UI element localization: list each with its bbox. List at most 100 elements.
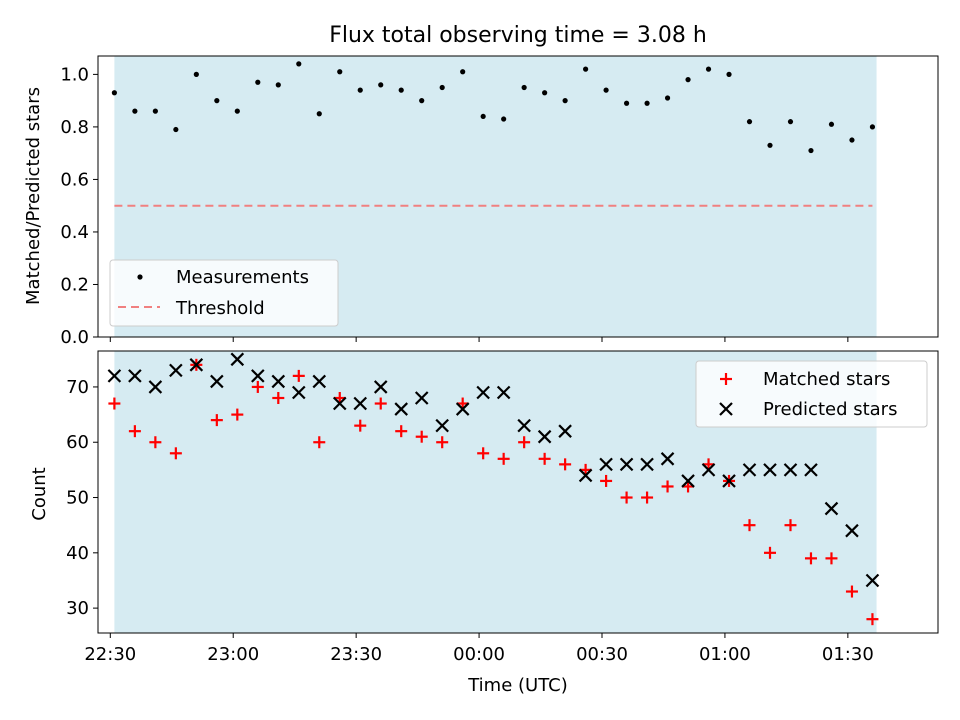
top-y-tick-label: 0.6	[60, 169, 89, 190]
legend-threshold-label: Threshold	[175, 298, 265, 319]
predicted-star-point	[312, 374, 327, 389]
predicted-star-point	[189, 358, 204, 372]
matched-star-point	[764, 546, 776, 559]
legend-matched-marker	[720, 373, 732, 385]
predicted-star-point	[537, 429, 552, 444]
predicted-star-point	[865, 573, 880, 588]
measurement-point	[480, 113, 486, 120]
measurement-point	[255, 79, 261, 85]
matched-star-point	[825, 552, 838, 565]
matched-star-point	[538, 452, 551, 465]
predicted-star-point	[824, 501, 839, 516]
predicted-star-point	[763, 463, 777, 477]
matched-star-point	[804, 552, 817, 565]
matched-star-point	[395, 425, 408, 438]
top-axes-frame	[97, 55, 939, 338]
matched-star-point	[641, 491, 654, 504]
measurement-point	[378, 82, 384, 88]
predicted-star-point	[107, 369, 122, 383]
measurement-point	[214, 98, 220, 104]
matched-star-point	[169, 447, 182, 460]
measurement-point	[316, 111, 322, 117]
x-tick-label: 01:30	[822, 644, 874, 665]
predicted-star-point	[251, 369, 265, 383]
measurement-point	[664, 95, 671, 101]
predicted-star-point	[332, 396, 347, 411]
x-tick-label: 00:30	[576, 644, 628, 665]
predicted-star-point	[455, 402, 470, 416]
top-y-tick-label: 0.4	[60, 222, 89, 243]
measurement-point	[357, 87, 363, 93]
measurement-point	[705, 66, 712, 72]
bottom-y-axis-label: Count	[29, 467, 50, 520]
predicted-star-point	[353, 396, 368, 411]
predicted-star-point	[783, 463, 798, 477]
legend-measurements-label: Measurements	[176, 267, 309, 288]
matched-star-point	[128, 425, 141, 438]
predicted-star-point	[271, 374, 286, 389]
matched-star-point	[436, 436, 449, 449]
predicted-star-point	[496, 385, 511, 400]
predicted-star-point	[640, 457, 654, 472]
x-tick-label: 00:00	[453, 644, 505, 665]
predicted-star-point	[599, 457, 613, 472]
top-panel: 0.0 0.2 0.4 0.6 0.8 1.0 Flux total observing …	[23, 23, 939, 348]
matched-star-point	[559, 458, 572, 471]
measurement-point	[828, 121, 835, 127]
measurement-point	[869, 124, 876, 130]
measurement-point	[787, 119, 794, 125]
measurement-point	[296, 61, 302, 67]
x-tick-label: 23:30	[330, 644, 382, 665]
predicted-star-point	[578, 468, 593, 483]
predicted-star-point	[169, 363, 183, 378]
matched-star-point	[313, 436, 326, 449]
legend-predicted-label: Predicted stars	[763, 399, 897, 420]
top-x-axis-ticks	[109, 337, 849, 342]
measurement-point	[111, 90, 117, 96]
chart-title: Flux total observing time = 3.08 h	[329, 23, 707, 48]
matched-star-point	[108, 397, 121, 410]
measurement-point	[746, 119, 753, 125]
legend-measurements-marker	[137, 274, 143, 280]
predicted-star-point	[394, 402, 408, 416]
measurement-point	[808, 147, 814, 154]
measurement-point	[644, 100, 650, 106]
matched-star-point	[149, 436, 162, 449]
x-tick-label: 01:00	[699, 644, 751, 665]
bottom-axes-frame	[97, 350, 939, 634]
matched-star-point	[845, 585, 858, 598]
matched-star-point	[661, 480, 674, 493]
bottom-y-tick-label: 70	[66, 377, 89, 398]
predicted-star-point	[722, 474, 736, 488]
measurement-point	[132, 108, 138, 114]
measurement-point	[337, 69, 343, 75]
predicted-star-point	[230, 352, 245, 367]
bottom-y-axis-ticks: 30 40 50 60 70	[66, 377, 98, 619]
predicted-star-point	[804, 463, 818, 477]
measurement-point	[439, 84, 445, 91]
predicted-star-point	[435, 418, 449, 433]
measurement-point	[460, 69, 466, 75]
predicted-star-point	[742, 463, 757, 477]
measurement-point	[542, 90, 548, 96]
matched-star-point	[231, 408, 244, 421]
measurement-points	[111, 61, 876, 154]
matched-star-point	[620, 491, 633, 504]
top-y-tick-label: 0.0	[60, 327, 89, 348]
predicted-star-point	[619, 457, 634, 472]
measurement-point	[501, 116, 507, 122]
matched-star-point	[518, 436, 531, 449]
matched-star-point	[743, 519, 756, 532]
measurement-point	[603, 87, 609, 93]
predicted-star-point	[476, 385, 490, 400]
measurement-point	[623, 100, 630, 106]
measurement-point	[767, 142, 773, 148]
matched-star-point	[374, 397, 387, 410]
top-legend-box	[109, 259, 339, 327]
matched-star-point	[600, 474, 613, 487]
predicted-star-point	[148, 380, 163, 394]
top-y-tick-label: 0.8	[60, 117, 89, 138]
predicted-star-point	[373, 380, 388, 394]
top-y-axis-label: Matched/Predicted stars	[23, 87, 44, 305]
top-y-axis-ticks: 0.0 0.2 0.4 0.6 0.8 1.0	[60, 64, 98, 348]
